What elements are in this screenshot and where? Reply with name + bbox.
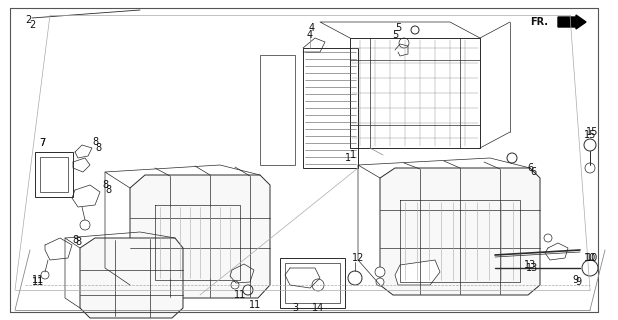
Circle shape: [585, 163, 595, 173]
Text: 13: 13: [526, 263, 538, 273]
Polygon shape: [380, 168, 540, 295]
Text: 10: 10: [584, 253, 596, 263]
Text: 5: 5: [395, 23, 401, 33]
Circle shape: [517, 169, 525, 177]
Text: 9: 9: [572, 275, 578, 285]
Text: 8: 8: [72, 235, 78, 245]
Text: 8: 8: [105, 185, 111, 195]
Text: 10: 10: [586, 253, 598, 263]
Text: 8: 8: [95, 143, 101, 153]
Polygon shape: [395, 260, 440, 285]
Polygon shape: [80, 238, 183, 318]
Text: 9: 9: [575, 277, 581, 287]
Text: 11: 11: [249, 300, 261, 310]
Text: 7: 7: [39, 138, 45, 148]
Circle shape: [41, 271, 49, 279]
Text: 2: 2: [29, 20, 35, 30]
Text: 11: 11: [32, 277, 44, 287]
Text: 1: 1: [345, 153, 351, 163]
Circle shape: [243, 285, 253, 295]
Text: 3: 3: [292, 303, 298, 313]
Text: 6: 6: [527, 163, 533, 173]
Circle shape: [544, 234, 552, 242]
FancyArrow shape: [558, 15, 586, 29]
Text: 13: 13: [524, 260, 536, 270]
Circle shape: [411, 26, 419, 34]
Text: 7: 7: [39, 138, 45, 148]
Circle shape: [348, 271, 362, 285]
Text: 2: 2: [25, 15, 31, 25]
Circle shape: [231, 281, 239, 289]
Bar: [35, 152, 73, 197]
Circle shape: [376, 278, 384, 286]
Circle shape: [312, 279, 324, 291]
Text: 8: 8: [75, 237, 81, 247]
Circle shape: [375, 267, 385, 277]
Text: 1: 1: [350, 150, 356, 160]
Polygon shape: [260, 55, 295, 165]
Circle shape: [582, 260, 598, 276]
Text: 11: 11: [234, 290, 246, 300]
Text: 15: 15: [586, 127, 598, 137]
Bar: [285, 263, 340, 303]
Text: 11: 11: [32, 275, 44, 285]
Text: 14: 14: [312, 303, 324, 313]
Circle shape: [507, 153, 517, 163]
Circle shape: [80, 220, 90, 230]
Text: 6: 6: [530, 167, 536, 177]
Bar: [280, 258, 345, 308]
Text: 8: 8: [102, 180, 108, 190]
Text: FR.: FR.: [530, 17, 548, 27]
Polygon shape: [130, 175, 270, 298]
Text: 4: 4: [307, 30, 313, 40]
Text: 4: 4: [309, 23, 315, 33]
Text: 12: 12: [352, 253, 364, 263]
Circle shape: [399, 38, 409, 48]
Circle shape: [584, 139, 596, 151]
Bar: [40, 157, 68, 192]
Text: 8: 8: [92, 137, 98, 147]
Bar: [303, 48, 358, 168]
Text: 5: 5: [392, 30, 398, 40]
Text: 15: 15: [584, 130, 596, 140]
